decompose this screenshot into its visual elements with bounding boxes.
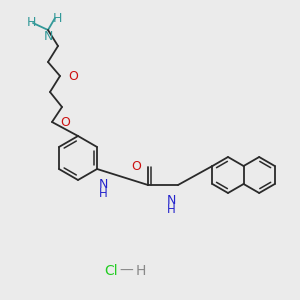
Text: N: N xyxy=(99,178,108,191)
Text: O: O xyxy=(68,70,78,83)
Text: H: H xyxy=(99,187,108,200)
Text: O: O xyxy=(131,160,141,173)
Text: H: H xyxy=(26,16,36,29)
Text: H: H xyxy=(136,264,146,278)
Text: Cl: Cl xyxy=(104,264,118,278)
Text: H: H xyxy=(167,203,176,216)
Text: N: N xyxy=(43,29,53,43)
Text: H: H xyxy=(52,11,62,25)
Text: —: — xyxy=(119,264,133,278)
Text: O: O xyxy=(60,116,70,130)
Text: N: N xyxy=(167,194,176,207)
